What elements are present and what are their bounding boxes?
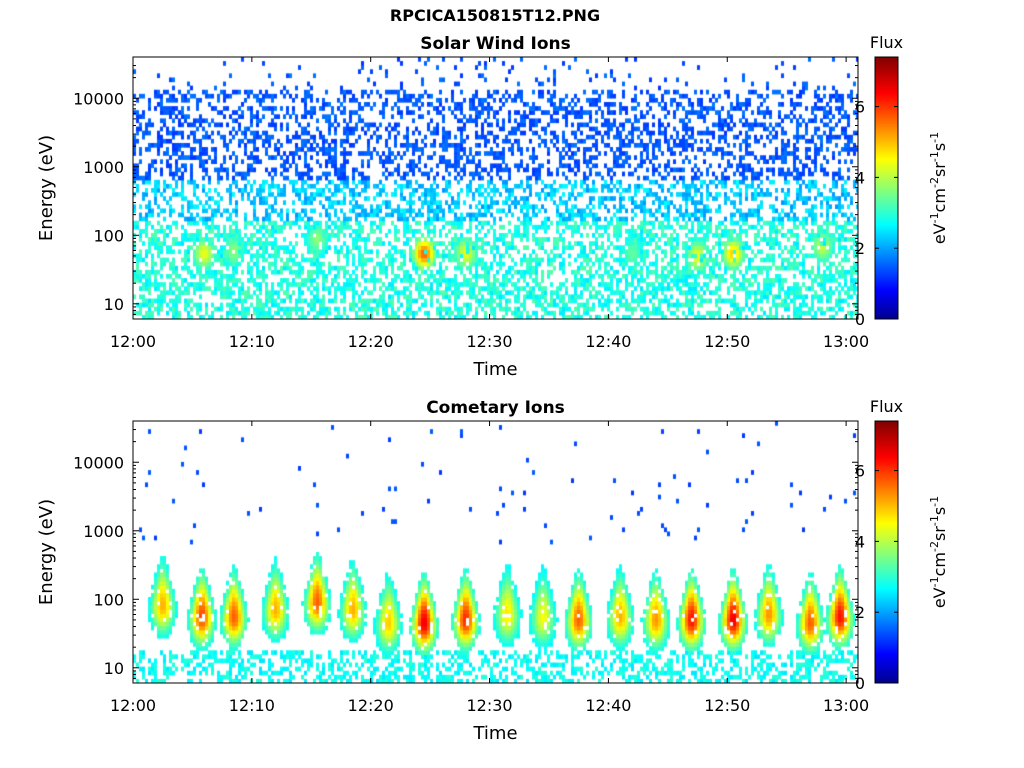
y-axis-label: Energy (eV) (36, 135, 57, 241)
y-tick-label: 100 (93, 226, 124, 245)
colorbar-tick-label: 4 (855, 168, 865, 187)
colorbar-label: Flux (870, 397, 903, 416)
colorbar-units-part: -1 (928, 576, 941, 587)
colorbar-units-part: s (930, 507, 949, 515)
colorbar-tick-label: 2 (855, 239, 865, 258)
colorbar-label: Flux (870, 33, 903, 52)
colorbar-units-part: s (930, 143, 949, 151)
x-tick-label: 12:30 (467, 696, 513, 715)
colorbar-units-part: eV (930, 587, 949, 608)
y-tick-label: 100 (93, 590, 124, 609)
y-tick-label: 10 (104, 295, 124, 314)
panel-title: Cometary Ions (426, 398, 565, 418)
x-tick-label: 12:40 (585, 696, 631, 715)
x-tick-label: 12:30 (467, 332, 513, 351)
y-tick-label: 1000 (83, 522, 124, 541)
x-tick-label: 12:40 (585, 332, 631, 351)
spectrogram-image (133, 57, 858, 319)
colorbar-units-part: -2 (928, 541, 941, 552)
x-tick-label: 12:00 (110, 696, 156, 715)
colorbar-units-part: cm (930, 552, 949, 576)
colorbar-units-part: cm (930, 188, 949, 212)
colorbar-tick-label: 6 (855, 462, 865, 481)
colorbar-units: eV-1cm-2sr-1s-1 (928, 132, 949, 244)
colorbar-units-part: sr (930, 162, 949, 177)
colorbar-units-part: -1 (928, 212, 941, 223)
colorbar-tick-label: 0 (855, 310, 865, 329)
colorbar-units-part: -1 (928, 151, 941, 162)
y-tick-label: 10 (104, 659, 124, 678)
colorbar-units-part: eV (930, 223, 949, 244)
x-tick-label: 12:50 (704, 332, 750, 351)
x-axis-label: Time (472, 723, 517, 744)
colorbar-units-part: -1 (928, 496, 941, 507)
y-tick-label: 10000 (73, 453, 124, 472)
spectrogram-image (133, 421, 858, 683)
cometary-panel: 12:00 12:10 12:20 12:30 12:40 12:50 13:00 Time 1… (36, 397, 949, 744)
x-tick-label: 12:10 (229, 332, 275, 351)
colorbar-units-part: -1 (928, 132, 941, 143)
colorbar-units-part: sr (930, 526, 949, 541)
colorbar-tick-label: 6 (855, 98, 865, 117)
x-tick-label: 12:20 (348, 696, 394, 715)
colorbar-tick-label: 2 (855, 603, 865, 622)
colorbar-units-part: -1 (928, 515, 941, 526)
y-tick-label: 1000 (83, 158, 124, 177)
x-tick-label: 12:00 (110, 332, 156, 351)
colorbar-units: eV-1cm-2sr-1s-1 (928, 496, 949, 608)
x-tick-label: 13:00 (823, 332, 869, 351)
plot-frame (132, 56, 859, 320)
x-tick-label: 12:20 (348, 332, 394, 351)
panel-title: Solar Wind Ions (420, 34, 571, 54)
y-tick-label: 10000 (73, 89, 124, 108)
solar-wind-panel: 12:00 12:10 12:20 12:30 12:40 12:50 13:00 Time 1… (36, 33, 949, 380)
x-tick-label: 12:50 (704, 696, 750, 715)
x-tick-label: 12:10 (229, 696, 275, 715)
colorbar (874, 420, 899, 684)
page-title: RPCICA150815T12.PNG (389, 6, 601, 25)
x-axis-label: Time (472, 359, 517, 380)
colorbar (874, 56, 899, 320)
y-axis-label: Energy (eV) (36, 499, 57, 605)
x-tick-label: 13:00 (823, 696, 869, 715)
plot-frame (132, 420, 859, 684)
colorbar-tick-label: 0 (855, 674, 865, 693)
colorbar-units-part: -2 (928, 177, 941, 188)
colorbar-tick-label: 4 (855, 532, 865, 551)
